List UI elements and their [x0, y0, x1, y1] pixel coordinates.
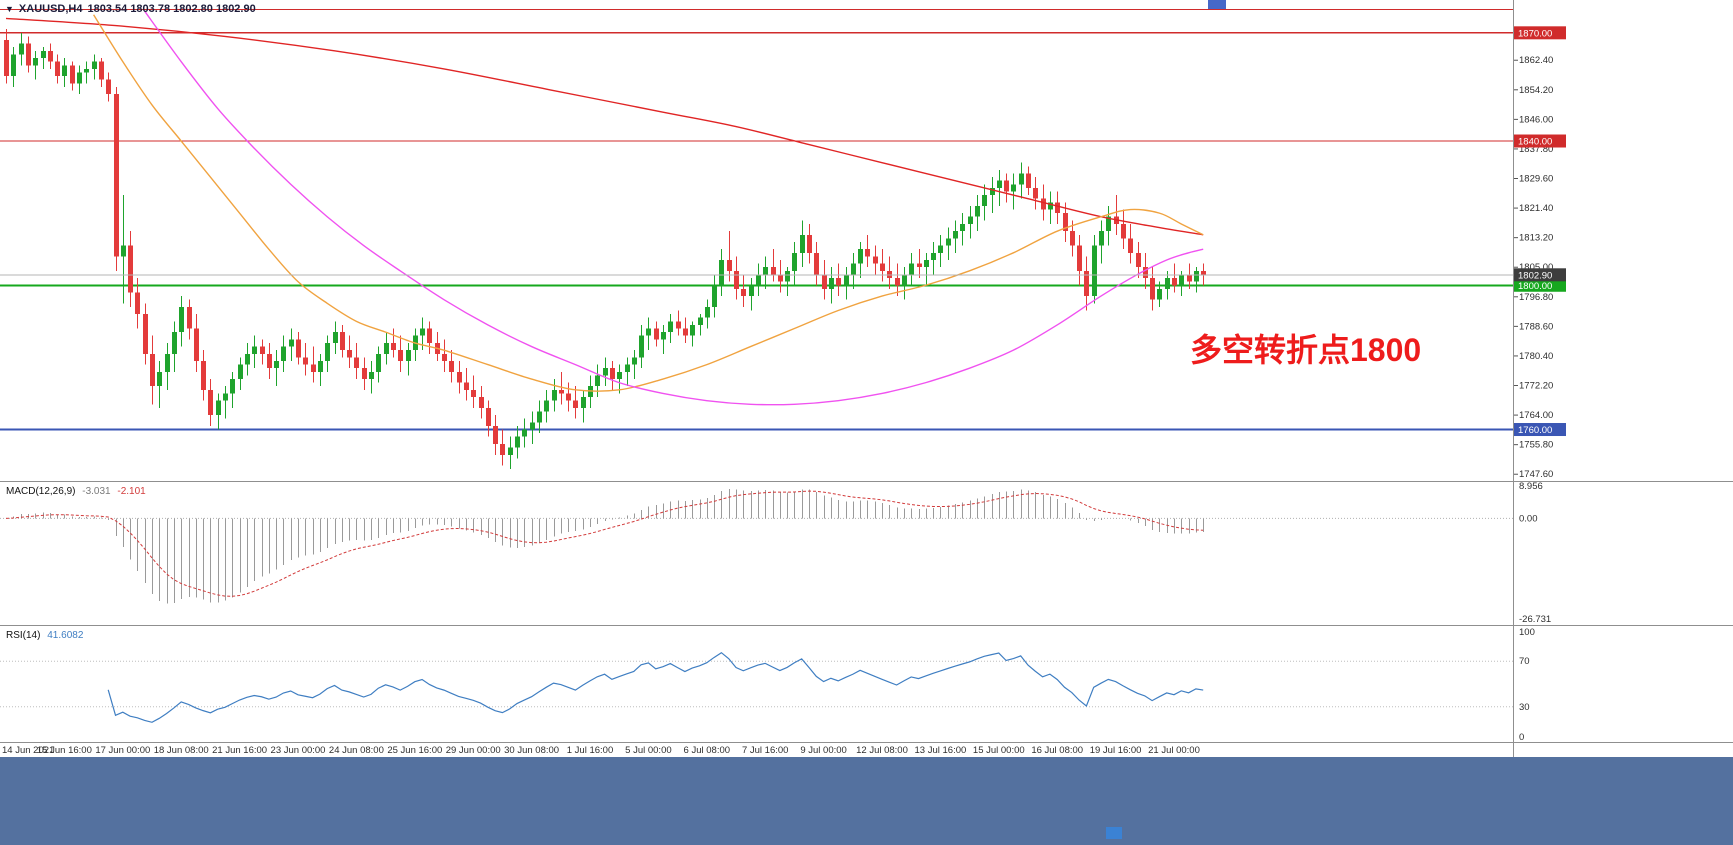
price-axis-label: 1780.40	[1519, 351, 1553, 362]
chart-ohlc-values: 1803.54 1803.78 1802.80 1802.90	[87, 3, 256, 15]
time-axis-label: 25 Jun 16:00	[387, 745, 442, 756]
price-axis-label: 1829.60	[1519, 174, 1553, 185]
macd-signal-value: -2.101	[117, 486, 146, 497]
rsi-axis-label: 30	[1519, 702, 1530, 713]
price-badge: 1870.00	[1518, 28, 1552, 39]
time-axis-label: 19 Jul 16:00	[1090, 745, 1142, 756]
ma-mid-orange	[93, 14, 1204, 392]
ma-long-magenta	[144, 10, 1204, 406]
time-axis-label: 1 Jul 16:00	[567, 745, 613, 756]
price-badge: 1802.90	[1518, 270, 1552, 281]
time-axis-label: 6 Jul 08:00	[684, 745, 730, 756]
macd-axis-label: -26.731	[1519, 614, 1551, 625]
rsi-line	[107, 651, 1204, 723]
rsi-axis-label: 0	[1519, 732, 1524, 743]
macd-axis: 8.956 0.00 -26.731	[1519, 481, 1551, 625]
time-axis-label: 14 Jun 2021	[2, 745, 54, 756]
price-axis-label: 1772.20	[1519, 381, 1553, 392]
chart-dropdown-icon[interactable]: ▼	[5, 4, 14, 14]
time-axis-label: 5 Jul 00:00	[625, 745, 671, 756]
price-axis-label: 1821.40	[1519, 203, 1553, 214]
price-axis: 1862.40 1854.20 1846.00 1837.80 1829.60 1821.…	[1514, 55, 1553, 480]
macd-name: MACD(12,26,9)	[6, 486, 76, 497]
time-axis-label: 30 Jun 08:00	[504, 745, 559, 756]
price-axis-label: 1805.00	[1519, 262, 1553, 273]
ma-slow-red	[5, 17, 1204, 236]
price-axis-label: 1837.80	[1519, 144, 1553, 155]
time-axis-label: 16 Jul 08:00	[1031, 745, 1083, 756]
price-badge: 1800.00	[1518, 281, 1552, 292]
time-axis-label: 13 Jul 16:00	[915, 745, 967, 756]
price-axis-label: 1846.00	[1519, 114, 1553, 125]
time-axis-label: 15 Jun 16:00	[37, 745, 92, 756]
chart-title-bar: ▼ XAUUSD,H4 1803.54 1803.78 1802.80 1802…	[5, 3, 256, 15]
time-axis-label: 15 Jul 00:00	[973, 745, 1025, 756]
panel-separators	[0, 0, 1733, 757]
macd-axis-label: 8.956	[1519, 481, 1543, 492]
taskbar	[0, 757, 1733, 845]
price-axis-label: 1862.40	[1519, 55, 1553, 66]
macd-indicator-label: MACD(12,26,9) -3.031 -2.101	[6, 486, 150, 497]
macd-axis-label: 0.00	[1519, 513, 1538, 524]
chart-text-annotation: 多空转折点1800	[1190, 332, 1422, 368]
price-badge: 1760.00	[1518, 425, 1552, 436]
time-axis-label: 18 Jun 08:00	[154, 745, 209, 756]
price-axis-label: 1854.20	[1519, 85, 1553, 96]
price-axis-label: 1813.20	[1519, 233, 1553, 244]
rsi-axis: 100 70 30 0	[1519, 627, 1535, 743]
time-axis-label: 7 Jul 16:00	[742, 745, 788, 756]
price-axis-label: 1788.60	[1519, 321, 1553, 332]
candlesticks	[4, 29, 1206, 470]
chart-canvas[interactable]: 1862.40 1854.20 1846.00 1837.80 1829.60 1821.…	[0, 0, 1733, 757]
rsi-name: RSI(14)	[6, 630, 41, 641]
rsi-value: 41.6082	[47, 630, 84, 641]
chart-symbol-period: XAUUSD,H4	[18, 3, 83, 15]
time-axis-label: 21 Jul 00:00	[1148, 745, 1200, 756]
price-axis-label: 1796.80	[1519, 292, 1553, 303]
time-axis-label: 9 Jul 00:00	[800, 745, 846, 756]
time-axis-label: 17 Jun 00:00	[95, 745, 150, 756]
rsi-axis-label: 100	[1519, 627, 1535, 638]
price-badges: 1870.00 1840.00 1800.00 1760.00 1802.90	[1514, 26, 1566, 437]
price-axis-label: 1764.00	[1519, 410, 1553, 421]
time-axis-label: 24 Jun 08:00	[329, 745, 384, 756]
price-axis-label: 1755.80	[1519, 440, 1553, 451]
time-axis-label: 21 Jun 16:00	[212, 745, 267, 756]
price-badge: 1840.00	[1518, 137, 1552, 148]
price-axis-label: 1747.60	[1519, 469, 1553, 480]
time-axis-label: 12 Jul 08:00	[856, 745, 908, 756]
macd-hist-value: -3.031	[82, 486, 111, 497]
macd-histogram	[13, 489, 1204, 604]
time-axis-label: 29 Jun 00:00	[446, 745, 501, 756]
time-axis-label: 23 Jun 00:00	[271, 745, 326, 756]
taskbar-highlight[interactable]	[1106, 827, 1122, 839]
rsi-axis-label: 70	[1519, 656, 1530, 667]
chart-shift-marker[interactable]	[1208, 0, 1226, 9]
macd-signal-line	[5, 490, 1204, 597]
rsi-indicator-label: RSI(14) 41.6082	[6, 630, 87, 641]
